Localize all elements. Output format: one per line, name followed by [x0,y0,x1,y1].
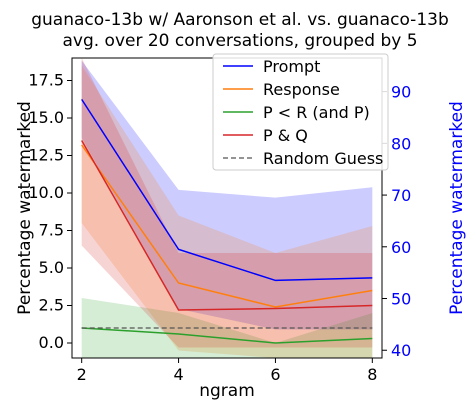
y-axis-right-ticks: 40 50 60 70 80 90 [382,83,411,360]
x-tick-label: 8 [367,365,377,384]
x-tick-label: 2 [77,365,87,384]
p-q-band [81,58,373,348]
y-left-tick-label: 17.5 [28,71,64,90]
legend-label-response: Response [263,80,340,99]
y-right-tick-label: 60 [391,238,411,257]
legend-label-p-q: P & Q [263,126,308,145]
legend-label-random-guess: Random Guess [263,149,383,168]
y-axis-left-label: Percentage watermarked [15,101,35,315]
x-tick-label: 4 [173,365,183,384]
y-left-tick-label: 12.5 [28,146,64,165]
y-right-tick-label: 90 [391,83,411,102]
confidence-bands [81,58,373,358]
legend-label-prompt: Prompt [263,57,320,76]
y-left-tick-label: 5.0 [39,258,64,277]
response-line [81,144,373,308]
y-left-tick-label: 10.0 [28,183,64,202]
prompt-line [81,98,373,282]
y-right-tick-label: 70 [391,186,411,205]
chart-title-line1: guanaco-13b w/ Aaronson et al. vs. guana… [31,10,449,30]
y-left-tick-label: 2.5 [39,296,64,315]
legend: Prompt Response P < R (and P) P & Q Random G… [212,53,389,171]
legend-box [212,53,389,171]
x-axis-label: ngram [199,381,255,401]
x-axis-ticks: 2 4 6 8 [77,358,377,384]
series-lines [81,98,373,344]
response-band [81,65,373,358]
y-left-tick-label: 7.5 [39,221,64,240]
y-left-tick-label: 15.0 [28,108,64,127]
y-axis-left-ticks: 0.0 2.5 5.0 7.5 10.0 12.5 15.0 17.5 [28,71,72,352]
prompt-band [81,60,373,330]
y-left-tick-label: 0.0 [39,333,64,352]
p-q-line [81,140,373,311]
chart-title-line2: avg. over 20 conversations, grouped by 5 [62,31,417,51]
y-right-tick-label: 40 [391,341,411,360]
legend-label-p-r-and-p: P < R (and P) [263,103,370,122]
y-right-tick-label: 80 [391,134,411,153]
p-r-and-p-line [81,327,373,344]
y-right-tick-label: 50 [391,290,411,309]
y-axis-right-label: Percentage watermarked [447,101,467,315]
x-tick-label: 6 [270,365,280,384]
